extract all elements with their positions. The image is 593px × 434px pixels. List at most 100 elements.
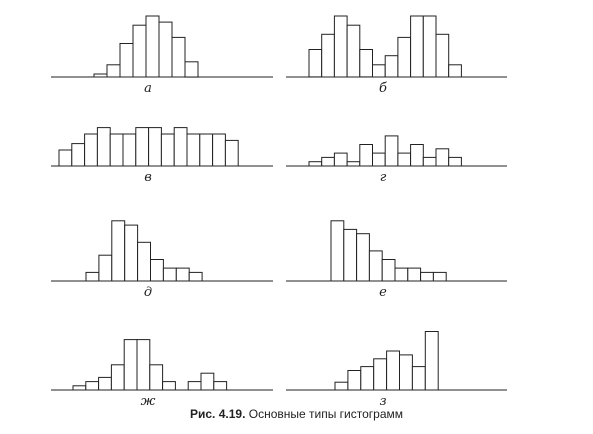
- histogram-bar: [394, 267, 409, 282]
- histogram-bar: [98, 254, 113, 282]
- histogram-bar: [432, 271, 447, 282]
- histogram-bar: [186, 133, 201, 167]
- histogram-bar: [308, 49, 323, 78]
- histogram-bar: [224, 139, 239, 167]
- histogram-bar: [58, 149, 73, 167]
- histogram-bar: [411, 366, 426, 391]
- histogram-bar: [420, 271, 434, 282]
- histogram-bar: [334, 381, 349, 391]
- histogram-7: ж: [51, 339, 273, 409]
- histogram-bar: [407, 267, 422, 282]
- histogram-bar: [386, 350, 401, 391]
- histogram-bar: [359, 49, 373, 78]
- histogram-bar: [184, 61, 199, 78]
- histogram-bar: [71, 143, 86, 167]
- histogram-bar: [448, 64, 462, 78]
- histogram-bar: [356, 233, 370, 282]
- histogram-bar: [85, 381, 100, 391]
- histogram-bar: [373, 358, 388, 391]
- histogram-bar: [424, 331, 439, 391]
- histogram-bar: [397, 36, 412, 78]
- histogram-bar: [96, 127, 111, 167]
- histogram-bar: [212, 133, 226, 167]
- histogram-bar: [173, 127, 188, 167]
- histogram-bar: [381, 259, 396, 282]
- histogram-label: г: [380, 170, 387, 185]
- figure-caption: Рис. 4.19. Основные типы гистограмм: [0, 407, 593, 421]
- caption-number: Рис. 4.19.: [189, 407, 246, 421]
- histogram-bar: [360, 366, 375, 391]
- histogram-bar: [132, 24, 147, 78]
- histogram-bar: [435, 148, 450, 167]
- histogram-bar: [150, 259, 164, 282]
- histogram-bar: [422, 15, 437, 78]
- histogram-bar: [333, 15, 348, 78]
- caption-text: Основные типы гистограмм: [248, 407, 404, 421]
- histogram-bar: [188, 271, 203, 282]
- histogram-bar: [109, 133, 124, 167]
- histogram-bar: [410, 144, 424, 167]
- histogram-bar: [110, 364, 125, 391]
- histogram-bar: [384, 55, 399, 78]
- histogram-bar: [397, 152, 412, 167]
- histogram-bar: [372, 64, 386, 78]
- histogram-bar: [98, 376, 112, 391]
- histogram-bar: [145, 15, 160, 78]
- histogram-label: е: [379, 285, 387, 300]
- histogram-bar: [162, 381, 176, 391]
- histogram-bar: [368, 250, 383, 282]
- histogram-bar: [72, 385, 87, 391]
- histogram-bar: [399, 354, 413, 391]
- histogram-bar: [372, 152, 386, 167]
- histogram-bar: [347, 370, 362, 391]
- histogram-label: а: [144, 81, 152, 96]
- histogram-bar: [124, 224, 139, 282]
- histogram-bar: [136, 339, 151, 391]
- histogram-bar: [119, 43, 134, 78]
- histogram-bar: [213, 381, 228, 391]
- histogram-bar: [123, 339, 138, 391]
- histogram-bar: [106, 64, 121, 78]
- histogram-bar: [162, 267, 177, 282]
- histogram-bar: [171, 36, 186, 78]
- histogram-5: д: [51, 220, 273, 300]
- histogram-bar: [158, 21, 173, 78]
- histogram-bar: [160, 133, 175, 167]
- histogram-6: е: [286, 220, 507, 300]
- histogram-bar: [308, 161, 323, 167]
- histogram-4: г: [286, 135, 507, 185]
- histogram-bar: [199, 133, 214, 167]
- histogram-bar: [384, 135, 399, 167]
- histogram-bar: [330, 220, 345, 282]
- histogram-bar: [321, 156, 335, 167]
- histogram-label: д: [144, 285, 152, 300]
- histogram-bar: [410, 15, 424, 78]
- histogram-1: а: [51, 15, 273, 96]
- histogram-bar: [343, 228, 358, 282]
- histogram-bar: [122, 133, 137, 167]
- histogram-bar: [149, 364, 164, 391]
- histogram-bar: [85, 271, 100, 282]
- histogram-bar: [200, 372, 215, 391]
- histogram-bar: [422, 156, 437, 167]
- histogram-2: б: [286, 15, 507, 96]
- histogram-bar: [175, 267, 190, 282]
- histogram-bar: [187, 381, 202, 391]
- histogram-label: з: [379, 394, 386, 409]
- histogram-bar: [148, 127, 162, 167]
- histogram-bar: [84, 133, 98, 167]
- histogram-bar: [137, 241, 152, 282]
- histogram-label: в: [144, 170, 152, 185]
- histogram-bar: [448, 156, 462, 167]
- histogram-bar: [435, 33, 450, 78]
- histogram-bar: [333, 152, 348, 167]
- histogram-label: ж: [141, 394, 156, 409]
- histogram-8: з: [286, 331, 507, 409]
- histogram-3: в: [51, 127, 273, 185]
- histogram-bar: [111, 220, 126, 282]
- histogram-bar: [321, 33, 335, 78]
- histogram-bar: [346, 24, 361, 78]
- histogram-bar: [359, 144, 373, 167]
- histogram-label: б: [379, 81, 387, 96]
